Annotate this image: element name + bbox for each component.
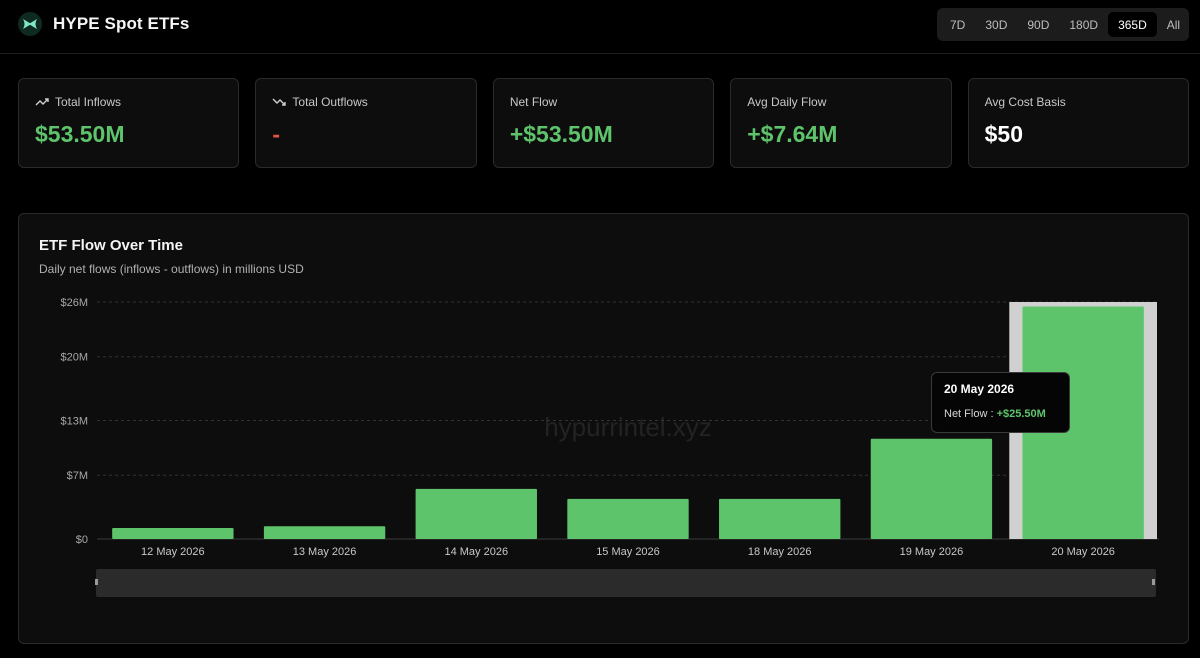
- x-tick-label: 13 May 2026: [293, 546, 357, 558]
- stat-card-avg-cost-basis: Avg Cost Basis $50: [967, 78, 1190, 168]
- etf-flow-chart[interactable]: hypurrintel.xyz $0 $7M $13M $20M $26M 12 May 2…: [19, 214, 1188, 643]
- app-logo-icon: [18, 12, 42, 36]
- stat-card-header: Avg Daily Flow: [747, 95, 934, 109]
- stat-card-avg-daily-flow: Avg Daily Flow +$7.64M: [730, 78, 952, 168]
- stat-card-label: Total Inflows: [55, 95, 122, 109]
- stat-card-header: Total Outflows: [272, 95, 459, 109]
- range-button-7d[interactable]: 7D: [950, 17, 966, 32]
- chart-subtitle: Daily net flows (inflows - outflows) in …: [39, 262, 304, 276]
- header: HYPE Spot ETFs 7D 30D 90D 180D 365D All: [0, 0, 1200, 54]
- stat-cards: Total Inflows $53.50M Total Outflows - Net F…: [18, 78, 1190, 168]
- chart-tooltip: 20 May 2026 Net Flow : +$25.50M: [931, 372, 1070, 433]
- x-tick-label: 19 May 2026: [900, 546, 964, 558]
- stat-card-value: $50: [984, 121, 1023, 147]
- y-tick-label: $0: [76, 534, 88, 546]
- stat-card-label: Avg Cost Basis: [984, 95, 1066, 109]
- bar-14-may-2026[interactable]: [415, 488, 537, 539]
- stat-card-value: +$53.50M: [509, 121, 613, 147]
- zoom-slider-handle-left[interactable]: [95, 579, 98, 585]
- chart-title: ETF Flow Over Time: [39, 237, 183, 254]
- tooltip-date: 20 May 2026: [944, 382, 1015, 396]
- chart-watermark: hypurrintel.xyz: [544, 412, 712, 442]
- stat-card-label: Avg Daily Flow: [747, 95, 827, 109]
- range-button-365d[interactable]: 365D: [1108, 12, 1157, 37]
- stat-card-label: Net Flow: [509, 95, 558, 109]
- x-tick-label: 12 May 2026: [141, 546, 205, 558]
- zoom-slider-handle-right[interactable]: [1152, 579, 1155, 585]
- stat-card-value: +$7.64M: [747, 121, 838, 147]
- x-tick-label: 18 May 2026: [748, 546, 812, 558]
- bar-12-may-2026[interactable]: [112, 528, 234, 539]
- tooltip-label: Net Flow :: [944, 408, 994, 420]
- y-tick-label: $20M: [60, 352, 88, 364]
- range-button-90d[interactable]: 90D: [1027, 17, 1050, 32]
- bar-15-may-2026[interactable]: [567, 498, 689, 539]
- stat-card-net-flow: Net Flow +$53.50M: [492, 78, 715, 168]
- trending-up-icon: [35, 96, 49, 108]
- bar-13-may-2026[interactable]: [263, 526, 386, 539]
- chart-panel: ETF Flow Over Time Daily net flows (infl…: [18, 213, 1189, 644]
- x-tick-label: 14 May 2026: [444, 546, 508, 558]
- y-tick-label: $7M: [67, 470, 88, 482]
- stat-card-value: $53.50M: [35, 121, 125, 147]
- range-button-all[interactable]: All: [1166, 17, 1181, 32]
- y-tick-label: $13M: [60, 416, 88, 428]
- range-button-30d[interactable]: 30D: [985, 17, 1008, 32]
- tooltip-row: Net Flow : +$25.50M: [944, 408, 1057, 420]
- trending-down-icon: [272, 96, 287, 108]
- stat-card-label: Total Outflows: [292, 95, 368, 109]
- stat-card-total-inflows: Total Inflows $53.50M: [18, 78, 240, 168]
- stat-card-header: Total Inflows: [35, 95, 222, 109]
- stat-card-value: -: [272, 121, 281, 147]
- bar-18-may-2026[interactable]: [719, 498, 841, 539]
- range-button-180d[interactable]: 180D: [1069, 17, 1099, 32]
- tooltip-value: +$25.50M: [996, 408, 1046, 420]
- x-tick-label: 20 May 2026: [1051, 546, 1115, 558]
- bar-19-may-2026[interactable]: [870, 438, 993, 539]
- stat-card-header: Avg Cost Basis: [985, 95, 1172, 109]
- time-range-selector: 7D 30D 90D 180D 365D All: [937, 8, 1189, 41]
- stat-card-header: Net Flow: [510, 95, 697, 109]
- app-title: HYPE Spot ETFs: [53, 14, 190, 33]
- zoom-slider-range: [96, 569, 1156, 597]
- x-tick-label: 15 May 2026: [596, 546, 660, 558]
- bar-20-may-2026[interactable]: [1022, 306, 1144, 539]
- stat-card-total-outflows: Total Outflows -: [255, 78, 477, 168]
- y-tick-label: $26M: [60, 297, 88, 309]
